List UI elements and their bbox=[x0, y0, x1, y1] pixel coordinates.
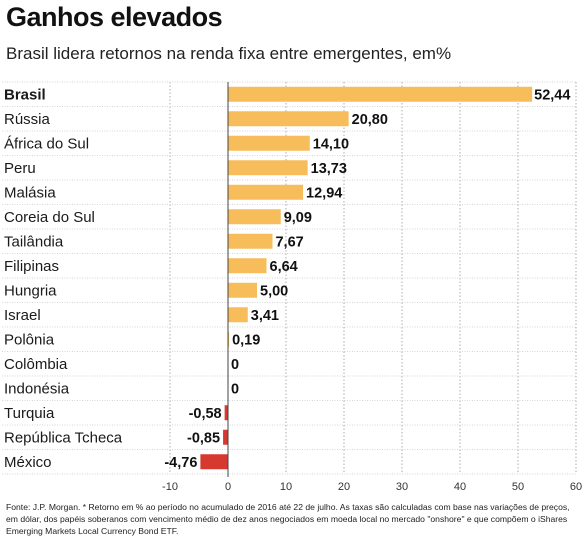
grid-layer bbox=[169, 82, 577, 474]
value-label: 52,44 bbox=[534, 87, 570, 103]
chart-title: Ganhos elevados bbox=[6, 2, 223, 32]
category-label: Coreia do Sul bbox=[4, 209, 95, 226]
category-label: República Tcheca bbox=[4, 429, 123, 446]
x-tick-label: 0 bbox=[225, 481, 231, 493]
bar bbox=[228, 209, 281, 225]
value-label: 12,94 bbox=[306, 185, 342, 201]
bar bbox=[224, 405, 228, 421]
category-label: Polônia bbox=[4, 331, 55, 348]
bar bbox=[223, 429, 228, 445]
x-tick-label: 60 bbox=[570, 481, 582, 493]
row-dividers bbox=[2, 81, 576, 475]
x-axis-ticks: -10 0 10 20 30 40 50 60 bbox=[162, 481, 582, 493]
value-label: 6,64 bbox=[270, 259, 298, 275]
category-label: Israel bbox=[4, 307, 41, 324]
value-label: 0 bbox=[231, 357, 239, 373]
bar bbox=[228, 184, 304, 200]
bars bbox=[200, 86, 533, 470]
value-label: 7,67 bbox=[275, 234, 303, 250]
x-tick-label: 40 bbox=[454, 481, 466, 493]
value-label: 13,73 bbox=[311, 161, 347, 177]
bar bbox=[228, 331, 230, 347]
category-label: Turquia bbox=[4, 405, 55, 422]
bar bbox=[228, 258, 267, 274]
x-tick-label: 10 bbox=[280, 481, 292, 493]
bar bbox=[228, 111, 349, 127]
category-label: Brasil bbox=[4, 86, 46, 103]
value-label: 0 bbox=[231, 381, 239, 397]
value-label: -4,76 bbox=[164, 455, 197, 471]
value-label: 0,19 bbox=[232, 332, 260, 348]
bar bbox=[228, 160, 308, 176]
x-tick-label: 20 bbox=[338, 481, 350, 493]
bar bbox=[228, 282, 257, 298]
value-label: 14,10 bbox=[313, 136, 349, 152]
category-label: Tailândia bbox=[4, 233, 64, 250]
row-labels: Brasil Rússia África do Sul Peru Malásia Core… bbox=[4, 86, 123, 471]
value-label: -0,85 bbox=[187, 430, 220, 446]
source-note: Fonte: J.P. Morgan. * Retorno em % ao pe… bbox=[6, 502, 570, 536]
value-label: 20,80 bbox=[352, 112, 388, 128]
category-label: Indonésia bbox=[4, 380, 70, 397]
x-tick-label: -10 bbox=[162, 481, 178, 493]
x-tick-label: 50 bbox=[512, 481, 524, 493]
category-label: Peru bbox=[4, 160, 36, 177]
category-label: Rússia bbox=[4, 111, 51, 128]
bar bbox=[228, 86, 533, 102]
category-label: Malásia bbox=[4, 184, 56, 201]
category-label: Filipinas bbox=[4, 258, 59, 275]
category-label: Hungria bbox=[4, 282, 57, 299]
x-tick-label: 30 bbox=[396, 481, 408, 493]
bar bbox=[228, 135, 310, 151]
value-label: -0,58 bbox=[189, 406, 222, 422]
category-label: Colômbia bbox=[4, 356, 68, 373]
category-label: África do Sul bbox=[4, 135, 89, 152]
bar bbox=[228, 307, 248, 323]
bar bbox=[228, 233, 273, 249]
value-label: 9,09 bbox=[284, 210, 312, 226]
chart-subtitle: Brasil lidera retornos na renda fixa ent… bbox=[6, 44, 452, 63]
value-label: 3,41 bbox=[251, 308, 279, 324]
category-label: México bbox=[4, 454, 52, 471]
bar-chart: Brasil Rússia África do Sul Peru Malásia Core… bbox=[2, 81, 582, 493]
value-label: 5,00 bbox=[260, 283, 288, 299]
bar bbox=[200, 454, 228, 470]
